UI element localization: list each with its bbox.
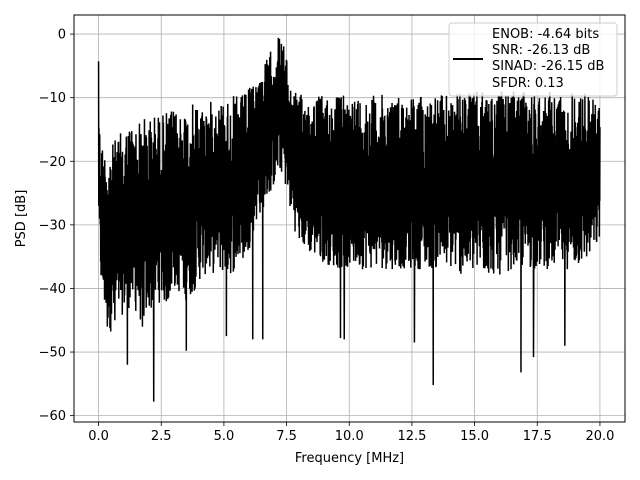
- y-tick-label: 0: [58, 28, 66, 43]
- plot-area: [97, 37, 601, 402]
- x-tick-label: 2.5: [151, 429, 172, 444]
- legend-line-sfdr: SFDR: 0.13: [492, 76, 564, 91]
- x-tick-label: 12.5: [397, 429, 426, 444]
- x-tick-label: 20.0: [585, 429, 614, 444]
- x-axis-ticks: 0.0 2.5 5.0 7.5 10.0 12.5 15.0 17.5 20.0: [88, 422, 614, 444]
- x-tick-label: 7.5: [276, 429, 297, 444]
- x-axis-label: Frequency [MHz]: [295, 451, 404, 466]
- x-tick-label: 15.0: [460, 429, 489, 444]
- legend-line-snr: SNR: -26.13 dB: [492, 43, 590, 58]
- psd-series-line: [97, 37, 601, 402]
- y-tick-label: −60: [39, 409, 66, 424]
- y-tick-label: −30: [39, 218, 66, 233]
- y-tick-label: −10: [39, 91, 66, 106]
- x-tick-label: 10.0: [335, 429, 364, 444]
- y-axis-ticks: 0 −10 −20 −30 −40 −50 −60: [39, 28, 74, 424]
- legend-line-sinad: SINAD: -26.15 dB: [492, 59, 604, 74]
- y-tick-label: −20: [39, 155, 66, 170]
- x-tick-label: 0.0: [88, 429, 109, 444]
- y-tick-label: −40: [39, 282, 66, 297]
- legend-box: [448, 22, 618, 97]
- legend: ENOB: -4.64 bits SNR: -26.13 dB SINAD: -…: [448, 22, 618, 97]
- y-axis-label: PSD [dB]: [14, 190, 29, 248]
- x-tick-label: 17.5: [523, 429, 552, 444]
- legend-line-enob: ENOB: -4.64 bits: [492, 27, 599, 42]
- x-tick-label: 5.0: [214, 429, 235, 444]
- y-tick-label: −50: [39, 346, 66, 361]
